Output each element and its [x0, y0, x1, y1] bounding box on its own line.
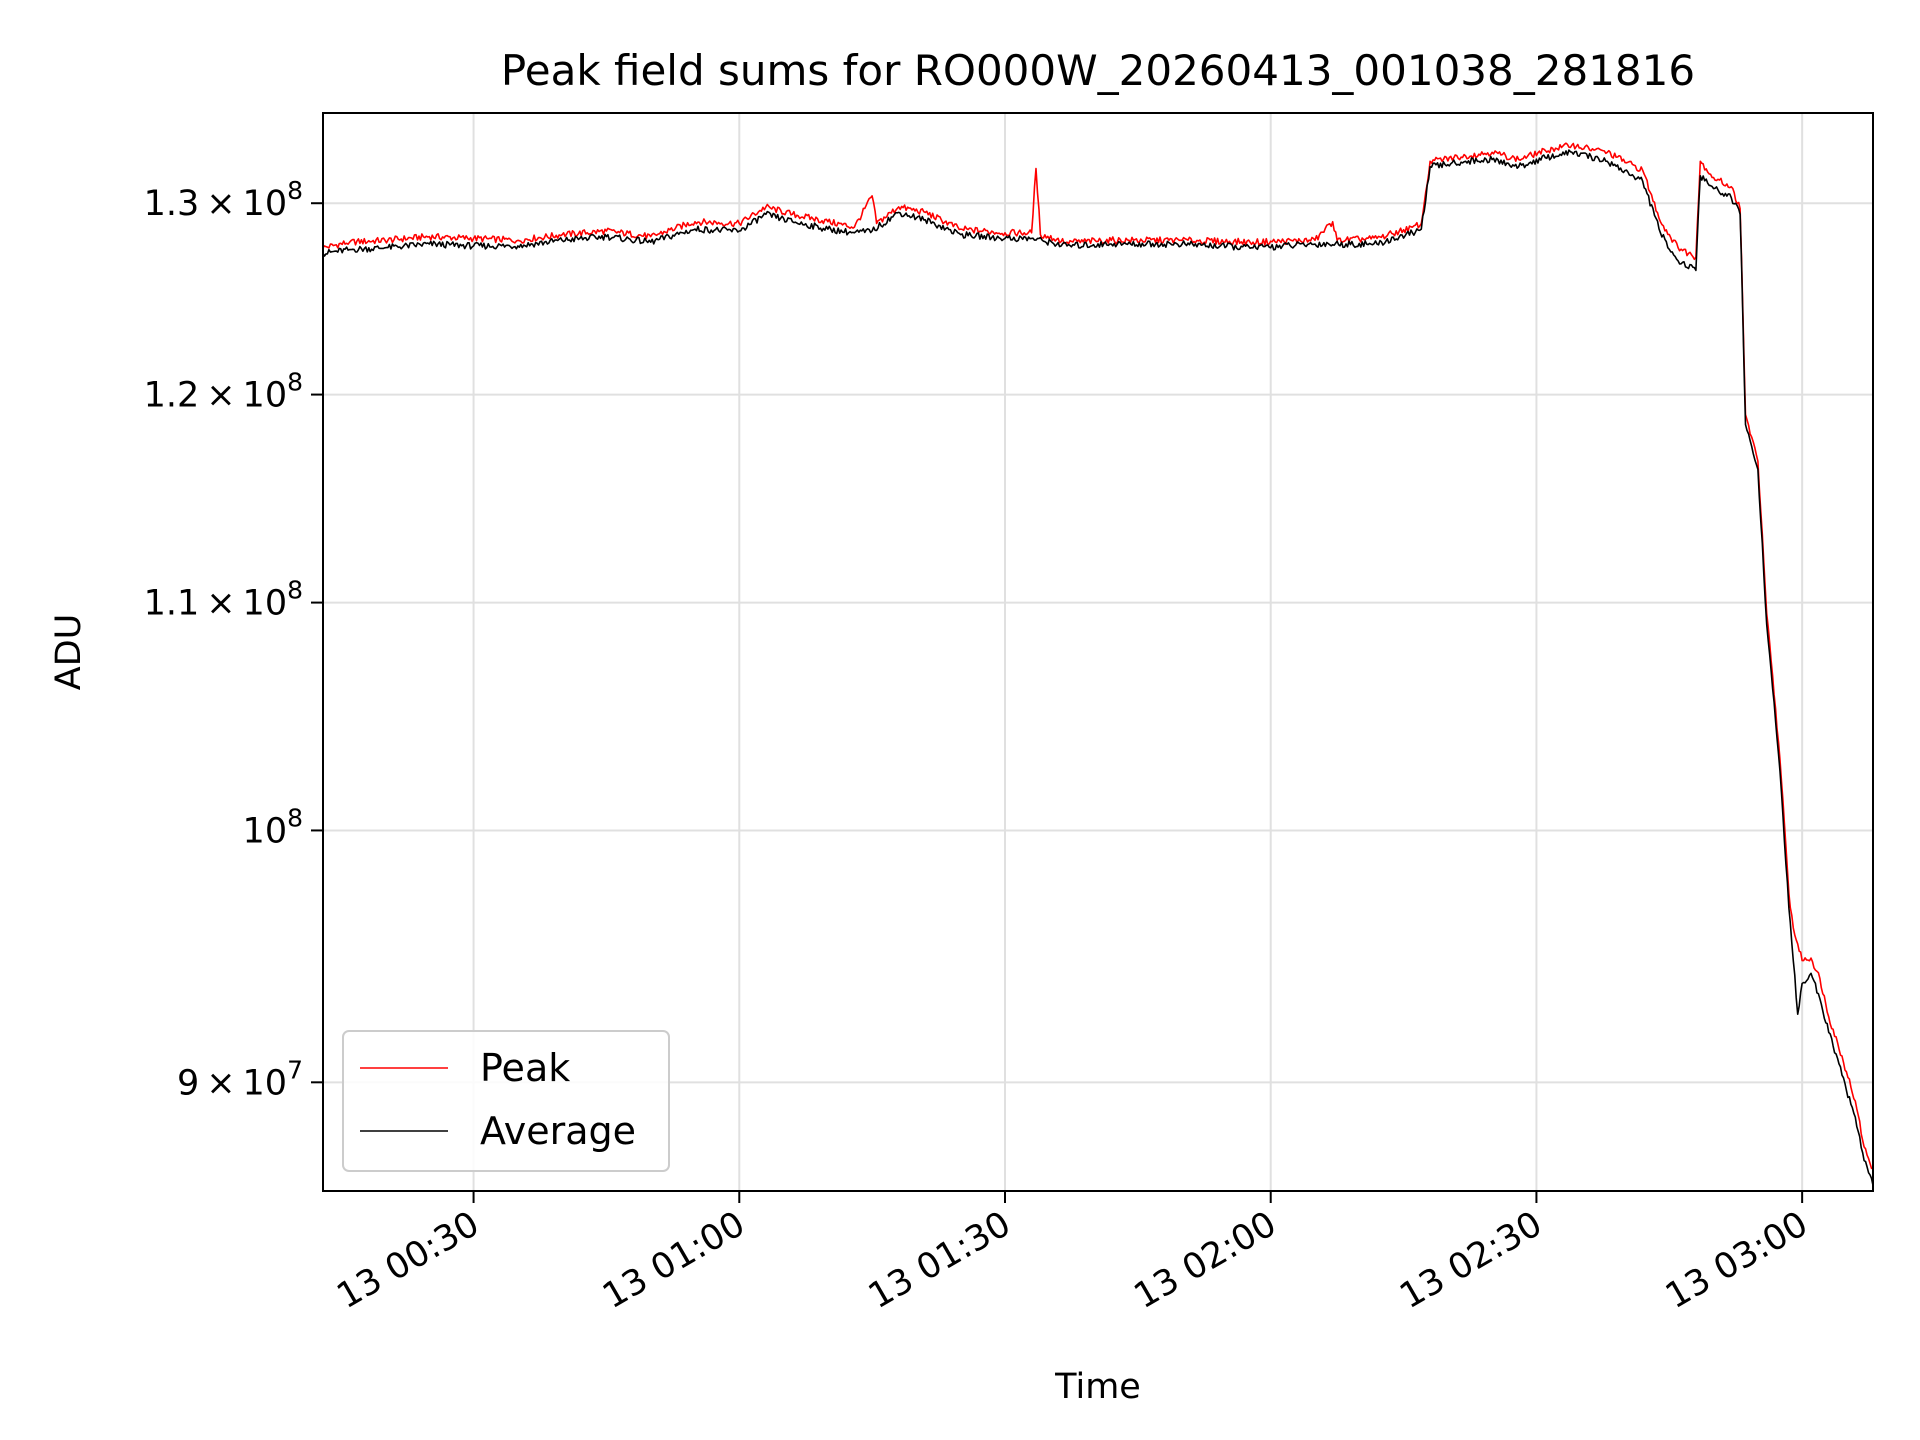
y-tick-label: 9 × 107: [177, 1055, 303, 1103]
legend: Peak Average: [342, 1030, 670, 1172]
chart-title: Peak field sums for RO000W_20260413_0010…: [501, 46, 1695, 95]
x-axis-label: Time: [1054, 1367, 1141, 1407]
legend-box: [342, 1030, 670, 1172]
y-tick-label: 1.2 × 108: [144, 368, 303, 416]
plot-frame: [322, 112, 1874, 1192]
y-tick-label: 1.3 × 108: [144, 176, 303, 224]
y-axis-label: ADU: [49, 614, 89, 691]
legend-label-peak: Peak: [480, 1046, 570, 1090]
series-lines: [323, 142, 1873, 1186]
series-line-average: [323, 149, 1873, 1186]
y-tick-label: 1.1 × 108: [144, 576, 303, 624]
legend-label-average: Average: [480, 1109, 636, 1153]
